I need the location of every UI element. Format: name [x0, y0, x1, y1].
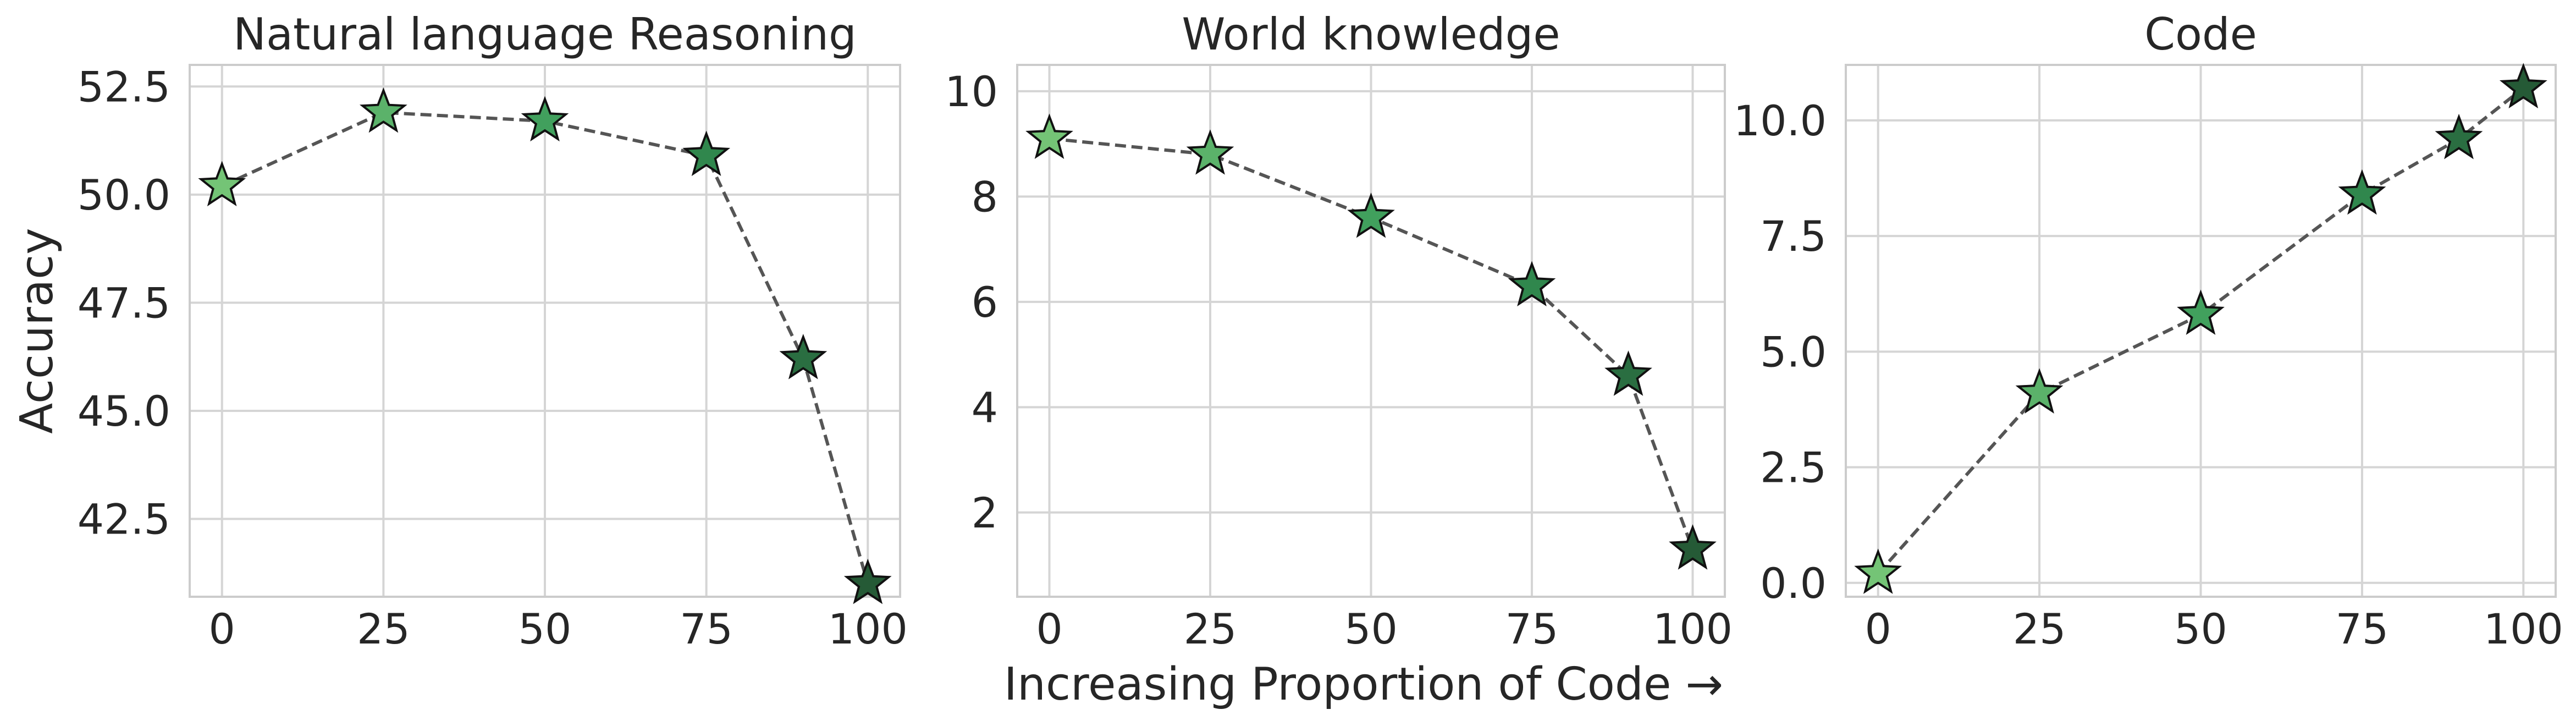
x-tick-label: 25	[1184, 604, 1237, 653]
data-point-marker	[1186, 129, 1234, 175]
x-tick-label: 0	[1865, 604, 1891, 653]
data-point-marker	[2338, 169, 2386, 215]
data-point-marker	[1604, 350, 1652, 396]
panel-title: World knowledge	[1182, 9, 1560, 60]
y-tick-label: 0.0	[1760, 559, 1827, 608]
panel-code: 0 25 50 75 100 0.0 2.5 5.0 7.5 10.0 Code	[1734, 9, 2563, 653]
series-line	[221, 111, 870, 585]
y-tick-label: 45.0	[78, 387, 170, 436]
x-tick-label: 75	[1505, 604, 1559, 653]
data-point-marker	[1347, 193, 1395, 238]
x-tick-label: 75	[680, 604, 733, 653]
x-tick-label: 50	[1344, 604, 1398, 653]
y-tick-label: 4	[972, 383, 998, 432]
x-tick-label: 100	[2484, 604, 2563, 653]
x-tick-label: 100	[828, 604, 908, 653]
data-point-marker	[1025, 113, 1073, 159]
series-line	[1877, 86, 2525, 575]
y-tick-label: 8	[972, 172, 998, 221]
axes-frame	[189, 64, 901, 598]
data-point-marker	[1854, 548, 1902, 594]
x-tick-label: 75	[2336, 604, 2389, 653]
x-tick-label: 25	[2013, 604, 2066, 653]
y-tick-label: 50.0	[78, 170, 170, 219]
series-line	[1049, 137, 1695, 550]
data-point-marker	[1508, 261, 1556, 307]
axes-frame	[1016, 64, 1726, 598]
y-tick-label: 47.5	[78, 278, 170, 327]
data-point-marker	[1669, 524, 1717, 570]
data-point-marker	[521, 96, 569, 142]
y-tick-label: 6	[972, 278, 998, 327]
y-tick-label: 7.5	[1760, 212, 1827, 261]
data-point-marker	[2015, 368, 2064, 414]
x-tick-label: 0	[1036, 604, 1062, 653]
data-point-marker	[198, 161, 246, 207]
y-tick-label: 10	[945, 67, 998, 116]
data-point-marker	[779, 333, 828, 380]
data-point-marker	[359, 87, 407, 133]
panel-title: Code	[2144, 9, 2257, 60]
panel-world-knowledge: 0 25 50 75 100 2 4 6 8 10 World knowledge	[945, 9, 1733, 653]
axes-frame	[1845, 64, 2557, 598]
data-point-marker	[2499, 63, 2547, 108]
shared-x-axis-label: Increasing Proportion of Code →	[1004, 658, 1723, 711]
data-point-marker	[682, 130, 731, 177]
panel-nl-reasoning: 0 25 50 75 100 42.5 45.0 47.5 50.0 52.5 Natural la…	[11, 9, 908, 653]
y-axis-label: Accuracy	[11, 228, 63, 433]
y-tick-label: 5.0	[1760, 327, 1827, 376]
y-tick-label: 2.5	[1760, 443, 1827, 492]
panel-title: Natural language Reasoning	[233, 9, 857, 60]
x-tick-label: 50	[2174, 604, 2227, 653]
y-tick-label: 2	[972, 488, 998, 537]
x-tick-label: 25	[357, 604, 410, 653]
data-point-marker	[2177, 289, 2225, 335]
x-tick-label: 0	[209, 604, 235, 653]
data-point-marker	[2435, 113, 2483, 160]
y-tick-label: 10.0	[1734, 96, 1827, 145]
y-tick-label: 52.5	[78, 62, 170, 111]
x-tick-label: 100	[1653, 604, 1733, 653]
y-tick-label: 42.5	[78, 494, 170, 543]
data-point-marker	[843, 558, 892, 604]
x-tick-label: 50	[518, 604, 572, 653]
